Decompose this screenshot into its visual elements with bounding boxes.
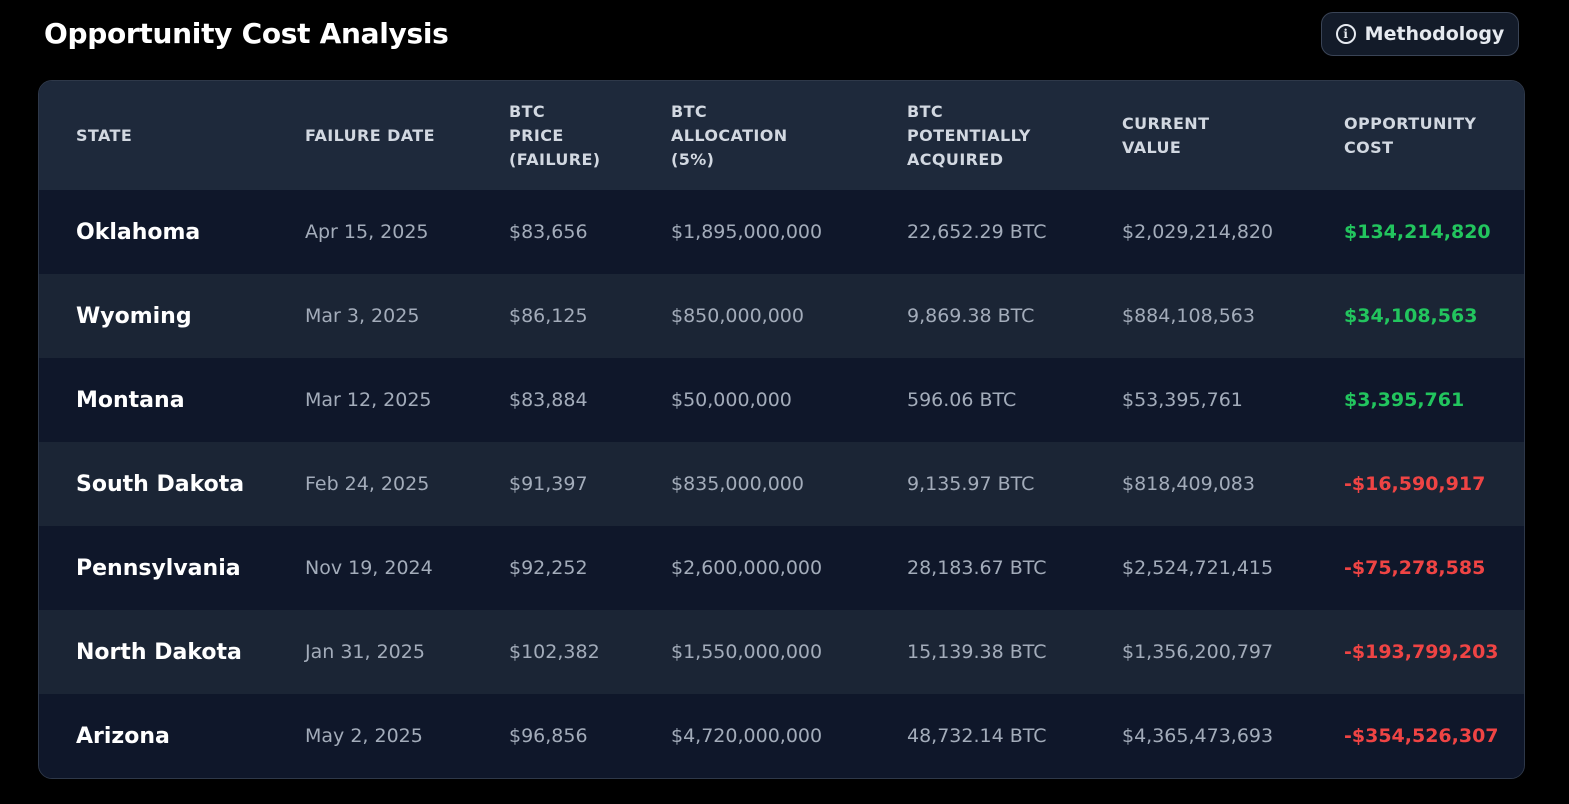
table-row: Pennsylvania Nov 19, 2024 $92,252 $2,600… bbox=[39, 526, 1524, 610]
cell-opportunity-cost: -$16,590,917 bbox=[1344, 473, 1486, 495]
cell-current-value: $818,409,083 bbox=[1122, 473, 1255, 495]
cell-current-value: $53,395,761 bbox=[1122, 389, 1243, 411]
cell-current-value: $1,356,200,797 bbox=[1122, 641, 1274, 663]
table-row: Arizona May 2, 2025 $96,856 $4,720,000,0… bbox=[39, 694, 1524, 778]
cell-opportunity-cost: -$354,526,307 bbox=[1344, 725, 1499, 747]
cell-allocation: $50,000,000 bbox=[671, 389, 792, 411]
column-header-btc-price[interactable]: BTC PRICE (FAILURE) bbox=[509, 101, 601, 169]
cell-failure-date: Mar 3, 2025 bbox=[305, 305, 420, 327]
column-header-btc-acquired[interactable]: BTC POTENTIALLY ACQUIRED bbox=[907, 101, 1031, 169]
opportunity-cost-table-card: STATE FAILURE DATE BTC PRICE (FAILURE) B… bbox=[38, 80, 1525, 779]
cell-btc-acquired: 596.06 BTC bbox=[907, 389, 1017, 411]
table-row: Montana Mar 12, 2025 $83,884 $50,000,000… bbox=[39, 358, 1524, 442]
column-header-btc-allocation[interactable]: BTC ALLOCATION (5%) bbox=[671, 101, 788, 169]
cell-failure-date: May 2, 2025 bbox=[305, 725, 423, 747]
cell-btc-acquired: 15,139.38 BTC bbox=[907, 641, 1047, 663]
cell-state: Arizona bbox=[76, 723, 170, 749]
info-icon: i bbox=[1335, 24, 1356, 44]
cell-state: Pennsylvania bbox=[76, 555, 241, 581]
cell-btc-price: $83,884 bbox=[509, 389, 588, 411]
table-row: Oklahoma Apr 15, 2025 $83,656 $1,895,000… bbox=[39, 190, 1524, 274]
cell-state: Oklahoma bbox=[76, 219, 201, 245]
table-row: Wyoming Mar 3, 2025 $86,125 $850,000,000… bbox=[39, 274, 1524, 358]
opportunity-cost-table: STATE FAILURE DATE BTC PRICE (FAILURE) B… bbox=[39, 81, 1524, 778]
methodology-button-label: Methodology bbox=[1364, 23, 1505, 45]
cell-btc-price: $96,856 bbox=[509, 725, 588, 747]
column-header-current-value[interactable]: CURRENT VALUE bbox=[1122, 113, 1210, 157]
cell-btc-price: $86,125 bbox=[509, 305, 588, 327]
column-header-failure-date[interactable]: FAILURE DATE bbox=[305, 125, 435, 145]
column-header-state[interactable]: STATE bbox=[76, 125, 133, 145]
cell-allocation: $1,895,000,000 bbox=[671, 221, 823, 243]
cell-allocation: $835,000,000 bbox=[671, 473, 804, 495]
cell-btc-price: $92,252 bbox=[509, 557, 588, 579]
cell-opportunity-cost: -$193,799,203 bbox=[1344, 641, 1499, 663]
cell-failure-date: Jan 31, 2025 bbox=[305, 641, 425, 663]
cell-opportunity-cost: $34,108,563 bbox=[1344, 305, 1478, 327]
cell-allocation: $850,000,000 bbox=[671, 305, 804, 327]
cell-state: Wyoming bbox=[76, 303, 192, 329]
cell-current-value: $2,029,214,820 bbox=[1122, 221, 1274, 243]
table-row: North Dakota Jan 31, 2025 $102,382 $1,55… bbox=[39, 610, 1524, 694]
page-title: Opportunity Cost Analysis bbox=[44, 17, 449, 50]
cell-btc-price: $102,382 bbox=[509, 641, 600, 663]
cell-allocation: $4,720,000,000 bbox=[671, 725, 823, 747]
cell-failure-date: Mar 12, 2025 bbox=[305, 389, 432, 411]
cell-state: North Dakota bbox=[76, 639, 242, 665]
cell-btc-price: $91,397 bbox=[509, 473, 588, 495]
cell-opportunity-cost: $3,395,761 bbox=[1344, 389, 1465, 411]
cell-opportunity-cost: -$75,278,585 bbox=[1344, 557, 1486, 579]
cell-btc-price: $83,656 bbox=[509, 221, 588, 243]
cell-state: Montana bbox=[76, 387, 185, 413]
cell-btc-acquired: 9,869.38 BTC bbox=[907, 305, 1035, 327]
cell-current-value: $4,365,473,693 bbox=[1122, 725, 1274, 747]
cell-btc-acquired: 28,183.67 BTC bbox=[907, 557, 1047, 579]
cell-state: South Dakota bbox=[76, 471, 245, 497]
cell-allocation: $2,600,000,000 bbox=[671, 557, 823, 579]
methodology-button[interactable]: i Methodology bbox=[1321, 12, 1519, 56]
cell-current-value: $2,524,721,415 bbox=[1122, 557, 1274, 579]
cell-btc-acquired: 48,732.14 BTC bbox=[907, 725, 1047, 747]
table-row: South Dakota Feb 24, 2025 $91,397 $835,0… bbox=[39, 442, 1524, 526]
cell-allocation: $1,550,000,000 bbox=[671, 641, 823, 663]
cell-btc-acquired: 9,135.97 BTC bbox=[907, 473, 1035, 495]
cell-failure-date: Feb 24, 2025 bbox=[305, 473, 430, 495]
cell-btc-acquired: 22,652.29 BTC bbox=[907, 221, 1047, 243]
cell-opportunity-cost: $134,214,820 bbox=[1344, 221, 1491, 243]
cell-failure-date: Apr 15, 2025 bbox=[305, 221, 429, 243]
cell-current-value: $884,108,563 bbox=[1122, 305, 1255, 327]
table-header-row: STATE FAILURE DATE BTC PRICE (FAILURE) B… bbox=[39, 81, 1524, 190]
cell-failure-date: Nov 19, 2024 bbox=[305, 557, 433, 579]
column-header-opportunity-cost[interactable]: OPPORTUNITY COST bbox=[1344, 113, 1477, 157]
